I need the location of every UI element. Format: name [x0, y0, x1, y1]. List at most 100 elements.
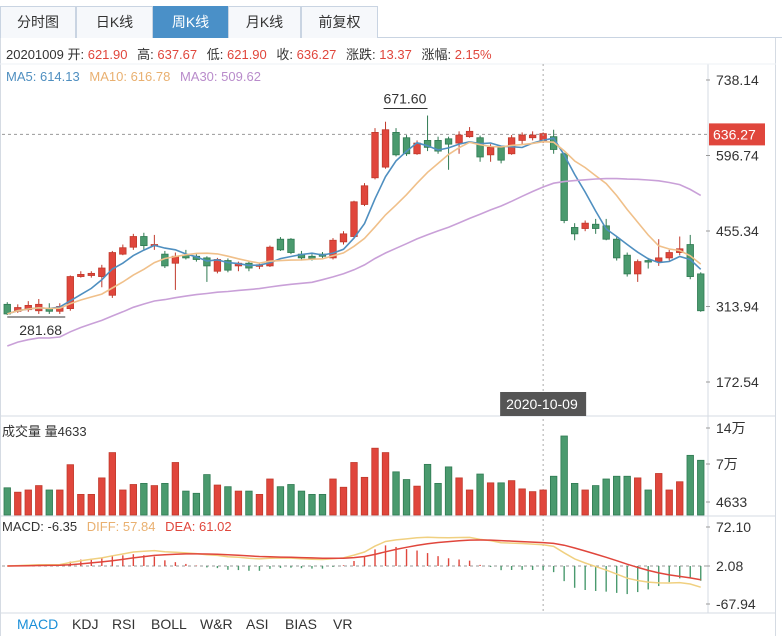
candle-body: [402, 137, 411, 155]
volume-bar: [570, 482, 579, 516]
candle-body: [444, 138, 453, 145]
candle-body: [434, 140, 442, 152]
volume-bar: [655, 473, 663, 516]
volume-bar: [444, 466, 453, 516]
chart-frame: [0, 38, 776, 636]
tab-intraday[interactable]: 分时图: [0, 6, 76, 38]
close-value: 636.27: [296, 47, 337, 62]
candle-body: [476, 137, 484, 158]
candle-body: [581, 222, 589, 229]
volume-bar: [560, 435, 568, 516]
indicator-tab-wr[interactable]: W&R: [200, 616, 233, 632]
volume-bar: [24, 489, 32, 516]
volume-bar: [465, 489, 474, 516]
volume-bar: [140, 482, 148, 516]
tab-forward-adjusted[interactable]: 前复权: [301, 6, 378, 38]
volume-bar: [434, 482, 442, 516]
crosshair-date-badge: [500, 392, 587, 416]
period-low-label: 281.68: [19, 322, 62, 338]
pct-label: 涨幅:: [421, 47, 452, 62]
volume-bar: [350, 462, 358, 516]
volume-bar: [45, 489, 53, 516]
tab-daily-kline[interactable]: 日K线: [76, 6, 153, 38]
volume-label: 成交量: [2, 424, 42, 439]
macd-label: MACD:: [2, 519, 44, 534]
candle-body: [634, 261, 642, 275]
candle-body: [697, 273, 705, 312]
close-label: 收:: [276, 47, 294, 62]
volume-bar: [224, 486, 232, 516]
volume-bar: [98, 477, 106, 516]
candle-body: [465, 130, 474, 138]
volume-bar: [3, 487, 11, 516]
candle-body: [655, 257, 663, 263]
volume-bar: [182, 490, 190, 516]
volume-bar: [171, 462, 180, 516]
volume-bar: [413, 485, 421, 516]
volume-bar: [66, 464, 74, 516]
candle-body: [570, 227, 579, 235]
candle-body: [77, 274, 85, 277]
candle-body: [308, 255, 316, 259]
dea-value: 61.02: [199, 519, 232, 534]
volume-bar: [423, 463, 432, 516]
low-value: 621.90: [227, 47, 267, 62]
diff-line: [7, 536, 701, 588]
candle-body: [381, 129, 390, 168]
candle-body: [371, 132, 379, 179]
ma30-label: MA30:: [179, 69, 218, 84]
volume-bar: [35, 485, 43, 516]
indicator-tab-asi[interactable]: ASI: [246, 616, 269, 632]
volume-bar: [634, 477, 642, 516]
candle-body: [66, 276, 74, 310]
current-price-badge: [709, 123, 765, 146]
pct-value: 2.15%: [454, 47, 492, 62]
dea-label: DEA:: [165, 519, 196, 534]
candle-body: [623, 254, 631, 275]
candle-body: [528, 134, 537, 139]
candle-body: [213, 259, 222, 272]
volume-bar: [119, 489, 127, 516]
diff-value: 57.84: [122, 519, 156, 534]
indicator-tab-rsi[interactable]: RSI: [112, 616, 136, 632]
change-value: 13.37: [379, 47, 412, 62]
volume-bar: [539, 489, 547, 516]
indicator-tab-bias[interactable]: BIAS: [285, 616, 317, 632]
volume-amount-label: 量: [44, 424, 58, 439]
ohlc-readout: 20201009 开: 621.90 高: 637.67 低: 621.90 收…: [6, 44, 498, 63]
volume-bar: [308, 493, 316, 516]
candle-body: [87, 272, 95, 276]
price-tick-label: 313.94: [716, 299, 759, 315]
tab-weekly-kline[interactable]: 周K线: [153, 6, 228, 38]
indicator-tab-boll[interactable]: BOLL: [151, 616, 187, 632]
volume-bar: [549, 475, 558, 516]
high-value: 637.67: [157, 47, 198, 62]
volume-bar: [245, 490, 253, 516]
tab-monthly-kline[interactable]: 月K线: [228, 6, 301, 38]
volume-tick-label: 4633: [716, 494, 747, 510]
volume-bar: [507, 480, 516, 516]
candle-body: [129, 236, 138, 248]
volume-bar: [486, 482, 495, 516]
candle-body: [276, 238, 285, 251]
indicator-tab-vr[interactable]: VR: [333, 616, 353, 632]
dea-line: [7, 539, 701, 581]
high-label: 高:: [137, 47, 154, 62]
macd-value: -6.35: [47, 519, 78, 534]
volume-bar: [56, 489, 64, 516]
volume-bar: [192, 492, 201, 516]
volume-bar: [150, 485, 159, 516]
volume-bar: [276, 486, 285, 516]
volume-bar: [518, 488, 526, 516]
macd-legend: MACD: -6.35 DIFF: 57.84 DEA: 61.02: [2, 519, 232, 534]
indicator-tab-kdj[interactable]: KDJ: [72, 616, 99, 632]
ma10-label: MA10:: [89, 69, 127, 84]
volume-bar: [602, 478, 610, 516]
candle-body: [360, 185, 369, 205]
candle-body: [423, 140, 432, 148]
volume-bar: [129, 484, 138, 516]
volume-bar: [697, 459, 705, 516]
indicator-tab-macd[interactable]: MACD: [17, 616, 59, 632]
ma5-label: MA5:: [6, 69, 37, 84]
